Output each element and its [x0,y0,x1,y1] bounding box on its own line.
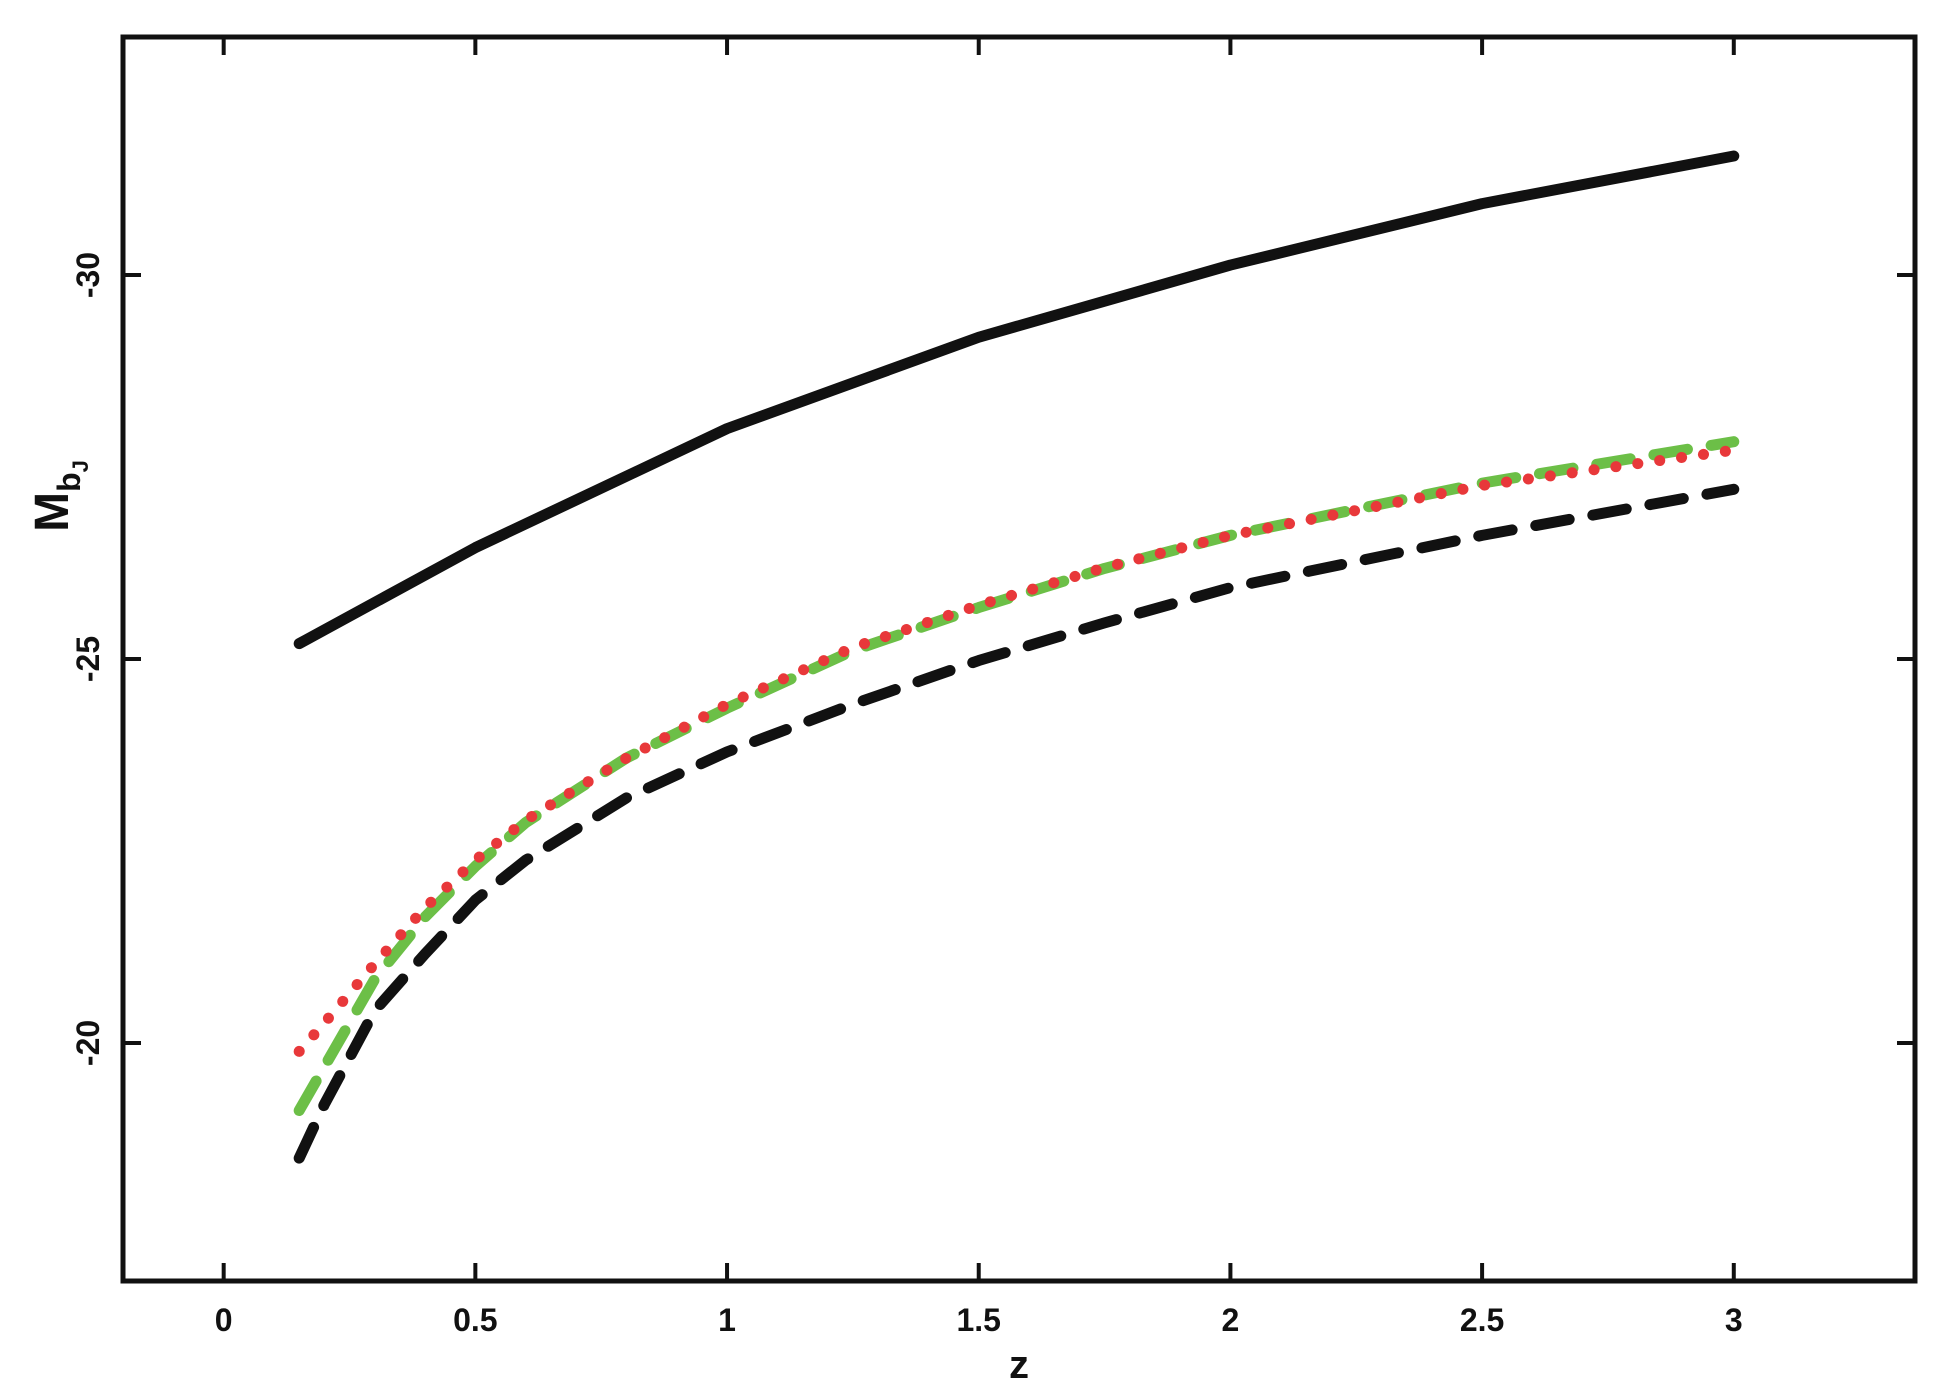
y-label-subsub: J [68,460,93,472]
data-line [293,436,1740,1117]
y-tick-label: -20 [70,1020,106,1066]
y-axis-label: MbJ [26,460,93,532]
x-tick-label: 1 [718,1302,736,1338]
x-axis-label: z [1009,1343,1029,1387]
x-tick-label: 1.5 [956,1302,1000,1338]
data-line [293,444,1740,1057]
y-label-sub: b [51,472,87,492]
y-tick-label: -30 [70,252,106,298]
plot-frame [120,34,1918,1284]
y-tick-label: -25 [70,636,106,682]
data-line [293,483,1740,1164]
y-label-main: M [26,492,79,532]
x-tick-label: 2 [1222,1302,1240,1338]
x-tick-label: 2.5 [1460,1302,1504,1338]
x-tick-label: 0.5 [453,1302,497,1338]
x-tick-label: 3 [1725,1302,1743,1338]
x-tick-label: 0 [215,1302,233,1338]
data-line [293,150,1740,650]
